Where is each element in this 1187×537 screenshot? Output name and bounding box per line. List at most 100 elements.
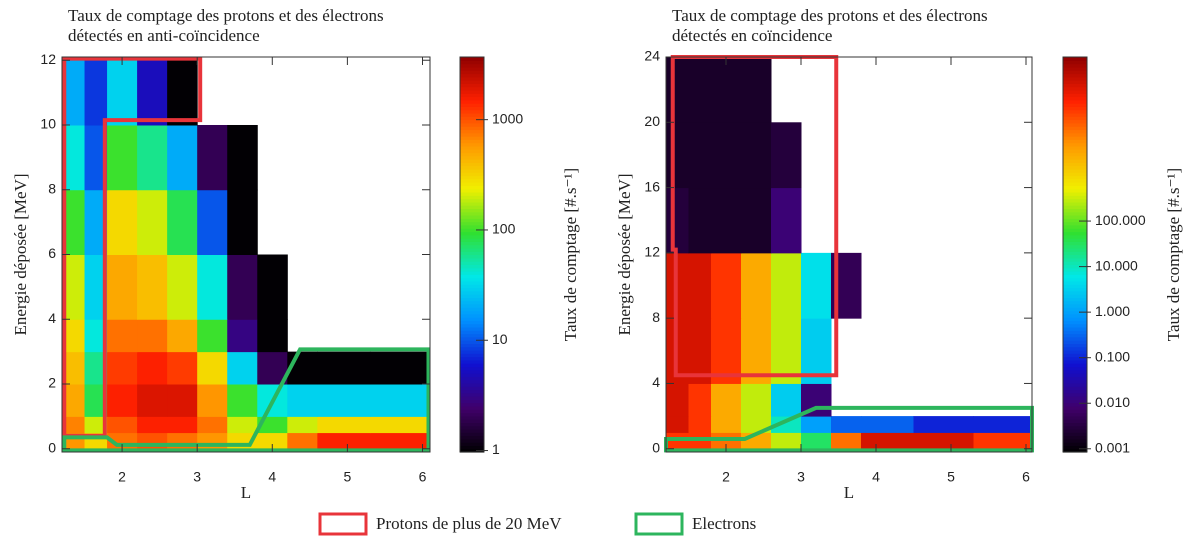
colorbar-swatch — [460, 376, 484, 381]
colorbar-swatch — [1063, 99, 1087, 104]
heat-cell — [227, 254, 258, 320]
colorbar-swatch — [460, 261, 484, 265]
colorbar-swatch — [460, 63, 484, 68]
colorbar-swatch — [460, 343, 484, 348]
x-axis-label: L — [241, 483, 251, 502]
colorbar-swatch — [460, 402, 484, 407]
colorbar-swatch — [1063, 132, 1087, 137]
colorbar-swatch — [460, 386, 484, 391]
heat-cell — [771, 122, 802, 189]
heat-cell — [666, 57, 689, 123]
colorbar-swatch — [460, 109, 484, 114]
heat-cell — [62, 319, 86, 353]
heat-cell — [257, 319, 288, 353]
heat-cell — [84, 189, 108, 255]
heat-cell — [137, 124, 168, 191]
legend-label: Protons de plus de 20 MeV — [376, 514, 562, 533]
colorbar-swatch — [460, 307, 484, 312]
colorbar-swatch — [460, 330, 484, 335]
colorbar-swatch — [460, 405, 484, 410]
colorbar-swatch — [1063, 155, 1087, 160]
colorbar-swatch — [1063, 264, 1087, 269]
colorbar-swatch — [460, 373, 484, 377]
colorbar-swatch — [1063, 76, 1087, 81]
colorbar-swatch — [460, 201, 484, 206]
colorbar-swatch — [460, 422, 484, 427]
colorbar-tick-label: 0.001 — [1095, 439, 1130, 455]
y-tick-label: 0 — [48, 439, 56, 455]
heat-cell — [137, 384, 168, 417]
colorbar-swatch — [460, 415, 484, 420]
x-tick-label: 5 — [947, 469, 955, 485]
heat-cell — [711, 252, 742, 319]
colorbar-swatch — [1063, 86, 1087, 91]
colorbar-swatch — [460, 284, 484, 289]
colorbar-swatch — [1063, 211, 1087, 216]
colorbar-swatch — [1063, 83, 1087, 88]
heat-cell — [84, 319, 108, 353]
colorbar-swatch — [1063, 145, 1087, 150]
heat-cell — [107, 189, 138, 255]
heat-cell — [167, 384, 198, 417]
colorbar-swatch — [1063, 182, 1087, 186]
colorbar-swatch — [1063, 198, 1087, 203]
y-tick-label: 6 — [48, 245, 56, 261]
colorbar-swatch — [1063, 366, 1087, 371]
colorbar-swatch — [460, 353, 484, 358]
chart-title: détectés en coïncidence — [672, 26, 832, 45]
colorbar-swatch — [1063, 317, 1087, 321]
colorbar-swatch — [1063, 376, 1087, 381]
colorbar-swatch — [1063, 73, 1087, 78]
heat-cell — [197, 351, 228, 385]
colorbar-swatch — [1063, 425, 1087, 430]
colorbar-swatch — [460, 442, 484, 447]
colorbar-swatch — [460, 320, 484, 325]
heat-cell — [666, 416, 689, 433]
colorbar-swatch — [460, 96, 484, 101]
heat-cell — [107, 124, 138, 191]
colorbar-tick-label: 100.000 — [1095, 212, 1146, 228]
colorbar-swatch — [1063, 228, 1087, 233]
colorbar-swatch — [1063, 129, 1087, 134]
colorbar-swatch — [460, 165, 484, 170]
colorbar-swatch — [460, 80, 484, 84]
colorbar-swatch — [460, 244, 484, 249]
colorbar-swatch — [1063, 320, 1087, 325]
heat-cell — [257, 416, 288, 434]
heat-cell — [369, 416, 431, 434]
colorbar-swatch — [1063, 188, 1087, 193]
y-tick-label: 20 — [644, 113, 660, 129]
colorbar-swatch — [1063, 280, 1087, 285]
y-tick-label: 8 — [48, 180, 56, 196]
colorbar-swatch — [1063, 284, 1087, 289]
heat-cell — [62, 384, 86, 417]
colorbar-swatch — [460, 155, 484, 160]
colorbar-swatch — [460, 211, 484, 216]
y-axis-label: Energie déposée [MeV] — [615, 173, 634, 335]
colorbar-swatch — [1063, 392, 1087, 397]
heat-cell — [287, 416, 318, 434]
colorbar-swatch — [1063, 224, 1087, 229]
colorbar-swatch — [460, 356, 484, 361]
colorbar-swatch — [460, 241, 484, 246]
heat-cell — [197, 189, 228, 255]
chart-title: détectés en anti-coïncidence — [68, 26, 260, 45]
heat-cell — [711, 383, 742, 417]
heat-cell — [227, 124, 258, 191]
colorbar-swatch — [1063, 103, 1087, 107]
colorbar-swatch — [460, 178, 484, 183]
colorbar-swatch — [1063, 201, 1087, 206]
heat-cell — [167, 124, 198, 191]
heat-cell — [84, 124, 108, 191]
heat-cell — [771, 318, 802, 384]
colorbar-swatch — [460, 349, 484, 354]
y-tick-label: 12 — [40, 51, 56, 67]
colorbar-swatch — [1063, 231, 1087, 236]
colorbar-swatch — [460, 297, 484, 302]
heat-cell — [137, 60, 168, 126]
colorbar-swatch — [1063, 191, 1087, 196]
heat-cell — [84, 254, 108, 320]
colorbar-swatch — [460, 310, 484, 315]
colorbar-swatch — [1063, 290, 1087, 295]
colorbar-swatch — [460, 112, 484, 117]
